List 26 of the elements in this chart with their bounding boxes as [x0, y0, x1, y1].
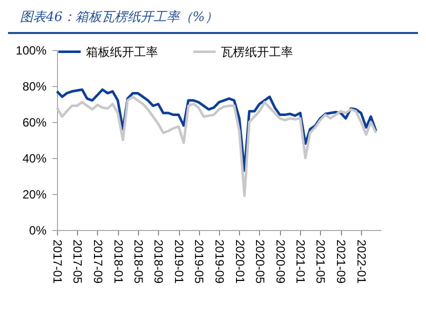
x-tick-label: 2020-09 — [273, 240, 288, 284]
x-tick-label: 2017-05 — [70, 240, 84, 284]
y-tick-label: 60% — [22, 116, 47, 130]
x-tick-label: 2021-09 — [334, 240, 348, 284]
x-tick-label: 2018-01 — [111, 240, 126, 284]
x-tick-label: 2021-01 — [294, 240, 308, 284]
x-tick-label: 2022-01 — [354, 240, 369, 284]
x-tick-label: 2017-09 — [90, 240, 105, 284]
x-tick-label: 2018-05 — [131, 240, 146, 284]
y-tick-label: 40% — [22, 152, 47, 166]
legend-label: 瓦楞纸开工率 — [221, 44, 293, 59]
x-tick-label: 2020-05 — [252, 240, 267, 284]
x-tick-label: 2019-05 — [192, 240, 206, 284]
y-tick-label: 100% — [16, 44, 47, 58]
y-tick-label: 0% — [29, 224, 47, 238]
y-tick-label: 20% — [22, 188, 47, 202]
line-series — [56, 96, 378, 198]
chart-title: 图表46：箱板瓦楞纸开工率（%） — [8, 8, 418, 34]
x-tick-label: 2017-01 — [50, 240, 64, 284]
x-tick-label: 2019-09 — [212, 240, 226, 284]
x-tick-label: 2018-09 — [152, 240, 166, 284]
x-tick-label: 2021-05 — [314, 240, 328, 284]
legend-label: 箱板纸开工率 — [86, 44, 158, 59]
x-tick-label: 2019-01 — [172, 240, 186, 284]
y-tick-label: 80% — [22, 80, 47, 94]
x-tick-label: 2020-01 — [232, 240, 247, 284]
